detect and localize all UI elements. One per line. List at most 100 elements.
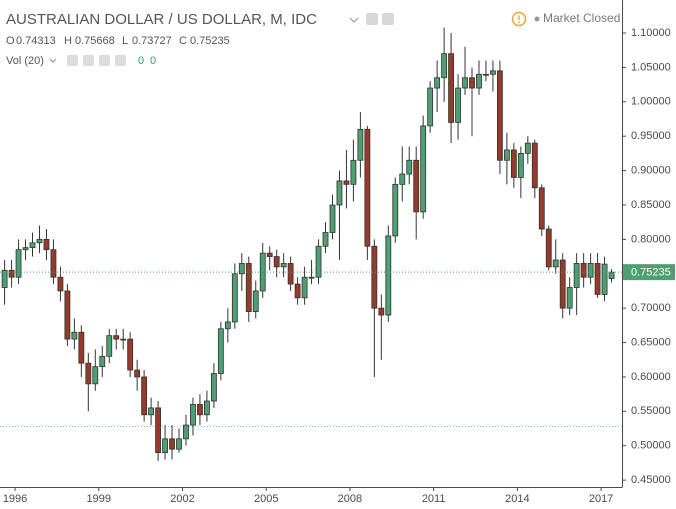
source-icon[interactable] — [382, 13, 394, 25]
settings-icon[interactable] — [366, 13, 378, 25]
candle-body — [71, 331, 78, 340]
candle-body — [524, 142, 531, 154]
volume-eye-icon[interactable] — [67, 55, 78, 66]
candle-body — [197, 404, 203, 416]
candle-body — [364, 128, 371, 247]
candle-body — [113, 335, 120, 340]
candle-body — [503, 149, 510, 161]
candle-body — [420, 125, 427, 213]
candle-body — [462, 77, 468, 89]
candle-body — [57, 276, 64, 292]
volume-dropdown[interactable] — [49, 58, 57, 63]
candle-body — [322, 232, 329, 247]
candle-body — [469, 77, 475, 89]
candle-body — [238, 263, 245, 275]
candle-body — [50, 249, 57, 278]
candle-body — [427, 87, 434, 127]
title-dropdown[interactable] — [349, 17, 359, 23]
candle-body — [329, 204, 336, 233]
high-value: 0.75668 — [75, 35, 115, 47]
x-tick-label: 2014 — [505, 493, 529, 505]
candle-body — [434, 77, 441, 89]
candle-body — [148, 407, 155, 416]
candle-body — [280, 263, 287, 268]
candle-body — [336, 180, 343, 206]
candle-body — [36, 238, 43, 244]
plot-area — [0, 27, 622, 461]
candle-body — [190, 404, 196, 426]
candle-body — [315, 245, 322, 278]
candle-body — [29, 242, 36, 249]
candle-body — [231, 273, 238, 323]
candle-body — [608, 271, 615, 279]
high-label: H — [64, 35, 72, 47]
candle-body — [559, 259, 566, 309]
candle-body — [141, 376, 148, 416]
candle-body — [259, 252, 266, 292]
candle-body — [538, 187, 545, 230]
y-tick-label: 0.70000 — [631, 302, 671, 314]
volume-value: 0 — [150, 55, 156, 67]
candle-body — [441, 53, 448, 79]
candle-body — [106, 335, 113, 357]
candle-body — [378, 307, 385, 316]
open-label: O — [6, 35, 15, 47]
candle-body — [155, 407, 161, 454]
y-tick-label: 0.95000 — [631, 130, 671, 142]
candle-body — [1, 269, 8, 288]
y-tick-label: 0.65000 — [631, 336, 671, 348]
last-price-label: 0.75235 — [631, 267, 671, 279]
y-tick-label: 0.50000 — [631, 440, 671, 452]
candle-body — [266, 252, 273, 257]
volume-settings-icon[interactable] — [83, 55, 94, 66]
candle-body — [483, 73, 489, 76]
close-label: C — [179, 35, 187, 47]
x-tick-label: 2017 — [589, 493, 613, 505]
volume-remove-icon[interactable] — [115, 55, 126, 66]
close-value: 0.75235 — [190, 35, 230, 47]
low-label: L — [122, 35, 128, 47]
candle-body — [406, 159, 413, 175]
candle-body — [594, 263, 601, 295]
candle-body — [162, 438, 168, 454]
candle-body — [22, 247, 29, 251]
candle-body — [455, 87, 461, 123]
candle-body — [573, 263, 580, 288]
market-status: Market Closed — [543, 11, 620, 25]
candle-body — [99, 355, 106, 368]
status-icon[interactable] — [511, 11, 527, 27]
candle-body — [392, 183, 399, 237]
x-tick-label: 2005 — [254, 493, 278, 505]
candle-body — [497, 70, 503, 161]
candle-body — [64, 290, 71, 340]
y-tick-label: 0.90000 — [631, 164, 671, 176]
y-tick-label: 1.05000 — [631, 61, 671, 73]
candle-body — [92, 366, 99, 385]
candle-body — [587, 263, 594, 278]
candle-body — [601, 263, 608, 295]
candle-body — [120, 338, 127, 341]
x-tick-label: 1996 — [3, 493, 27, 505]
y-tick-label: 0.80000 — [631, 233, 671, 245]
low-value: 0.73727 — [132, 35, 172, 47]
y-tick-label: 0.45000 — [631, 474, 671, 486]
status-icon-dot — [518, 21, 520, 24]
candle-body — [566, 287, 573, 309]
candle-body — [176, 438, 182, 450]
candle-body — [217, 328, 224, 374]
candle-body — [350, 159, 357, 185]
x-tick-label: 2011 — [422, 493, 446, 505]
x-tick-label: 2008 — [338, 493, 362, 505]
candle-body — [210, 373, 217, 402]
volume-add-icon[interactable] — [99, 55, 110, 66]
candle-body — [287, 263, 294, 285]
open-value: 0.74313 — [16, 35, 56, 47]
status-dot — [534, 16, 540, 22]
candle-body — [169, 438, 175, 450]
last-price-box — [623, 264, 675, 281]
candle-body — [127, 338, 134, 371]
candle-body — [252, 290, 259, 312]
candle-body — [371, 245, 378, 309]
